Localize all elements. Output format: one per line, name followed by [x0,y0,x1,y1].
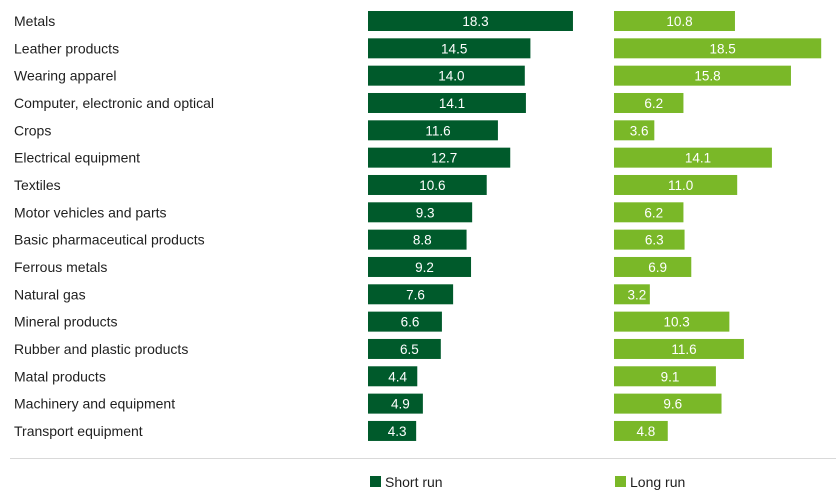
bar-short-run-textiles [368,174,487,195]
bar-short-run-mineral-products [368,311,442,332]
bar-long-run-matal-products [614,366,716,387]
value-label-short-run-mineral-products: 6.6 [401,315,420,330]
bar-long-run-rubber-and-plastic-products [614,338,744,359]
bar-short-run-electrical-equipment [368,147,511,168]
bar-long-run-wearing-apparel [614,65,791,86]
value-label-long-run-metals: 10.8 [666,14,692,29]
bar-long-run-mineral-products [614,311,730,332]
value-label-long-run-natural-gas: 3.2 [628,287,647,302]
legend-swatch-long-run [615,476,626,487]
value-label-long-run-leather-products: 18.5 [709,41,735,56]
value-label-short-run-machinery-and-equipment: 4.9 [391,397,410,412]
bar-short-run-transport-equipment [368,420,417,441]
value-label-long-run-electrical-equipment: 14.1 [685,151,711,166]
bar-long-run-basic-pharmaceutical-products [614,229,685,250]
value-label-short-run-computer-electronic-and-optical: 14.1 [439,96,465,111]
value-label-short-run-transport-equipment: 4.3 [388,424,407,439]
value-label-short-run-rubber-and-plastic-products: 6.5 [400,342,419,357]
category-label-textiles: Textiles [14,177,61,193]
value-label-short-run-wearing-apparel: 14.0 [438,69,464,84]
legend-label-long-run: Long run [630,474,685,490]
value-label-long-run-basic-pharmaceutical-products: 6.3 [645,233,664,248]
value-label-long-run-computer-electronic-and-optical: 6.2 [644,96,663,111]
category-label-matal-products: Matal products [14,368,106,384]
bar-short-run-basic-pharmaceutical-products [368,229,467,250]
bar-short-run-wearing-apparel [368,65,525,86]
bar-short-run-ferrous-metals [368,256,472,277]
category-label-mineral-products: Mineral products [14,314,118,330]
bar-short-run-matal-products [368,366,418,387]
bar-long-run-machinery-and-equipment [614,393,722,414]
category-label-wearing-apparel: Wearing apparel [14,68,116,84]
bar-short-run-leather-products [368,38,531,59]
value-label-long-run-ferrous-metals: 6.9 [648,260,667,275]
value-label-long-run-matal-products: 9.1 [661,369,680,384]
bar-short-run-motor-vehicles-and-parts [368,202,473,223]
category-label-crops: Crops [14,122,51,138]
category-label-machinery-and-equipment: Machinery and equipment [14,396,175,412]
bar-long-run-leather-products [614,38,822,59]
category-label-transport-equipment: Transport equipment [14,423,143,439]
value-label-short-run-matal-products: 4.4 [388,369,407,384]
legend-label-short-run: Short run [385,474,443,490]
legend-swatch-short-run [370,476,381,487]
bar-short-run-machinery-and-equipment [368,393,423,414]
bar-short-run-natural-gas [368,284,454,305]
category-label-basic-pharmaceutical-products: Basic pharmaceutical products [14,232,205,248]
value-label-long-run-wearing-apparel: 15.8 [694,69,720,84]
legend: Short run Long run [370,474,685,490]
bar-long-run-natural-gas [614,284,650,305]
category-label-natural-gas: Natural gas [14,286,86,302]
value-label-long-run-transport-equipment: 4.8 [636,424,655,439]
category-label-motor-vehicles-and-parts: Motor vehicles and parts [14,204,167,220]
value-label-short-run-leather-products: 14.5 [441,41,467,56]
bar-long-run-transport-equipment [614,420,668,441]
category-label-rubber-and-plastic-products: Rubber and plastic products [14,341,188,357]
value-label-long-run-textiles: 11.0 [668,178,693,193]
bar-long-run-metals [614,11,735,31]
value-label-short-run-crops: 11.6 [425,123,450,138]
category-label-computer-electronic-and-optical: Computer, electronic and optical [14,95,214,111]
value-label-long-run-machinery-and-equipment: 9.6 [663,397,682,412]
value-label-long-run-rubber-and-plastic-products: 11.6 [671,342,696,357]
bar-long-run-textiles [614,174,738,195]
value-label-short-run-metals: 18.3 [462,14,488,29]
short-run-panel: 18.3 14.5 14.0 14.1 11.6 12.7 10.6 9.3 8.8 9.2 7.6… [368,11,573,441]
value-label-short-run-ferrous-metals: 9.2 [415,260,434,275]
bar-long-run-ferrous-metals [614,256,692,277]
long-run-panel: 10.8 18.5 15.8 6.2 3.6 14.1 11.0 6.2 6.3 6.93.2 10… [614,11,822,441]
value-label-long-run-motor-vehicles-and-parts: 6.2 [644,205,663,220]
category-label-metals: Metals [14,13,55,29]
value-label-long-run-mineral-products: 10.3 [664,315,690,330]
bar-long-run-electrical-equipment [614,147,772,168]
value-label-short-run-motor-vehicles-and-parts: 9.3 [416,205,435,220]
value-label-short-run-natural-gas: 7.6 [406,287,425,302]
value-label-short-run-electrical-equipment: 12.7 [431,151,457,166]
bar-long-run-crops [614,120,655,141]
value-label-short-run-textiles: 10.6 [419,178,445,193]
bar-short-run-crops [368,120,498,141]
bar-long-run-computer-electronic-and-optical [614,92,684,113]
category-label-electrical-equipment: Electrical equipment [14,150,140,166]
category-label-leather-products: Leather products [14,40,119,56]
bar-short-run-metals [368,11,573,31]
bar-long-run-motor-vehicles-and-parts [614,202,684,223]
bar-short-run-rubber-and-plastic-products [368,338,441,359]
bar-short-run-computer-electronic-and-optical [368,92,526,113]
category-label-ferrous-metals: Ferrous metals [14,259,107,275]
value-label-short-run-basic-pharmaceutical-products: 8.8 [413,233,432,248]
value-label-long-run-crops: 3.6 [630,123,649,138]
category-labels: Metals Leather products Wearing apparel Com… [14,13,214,439]
